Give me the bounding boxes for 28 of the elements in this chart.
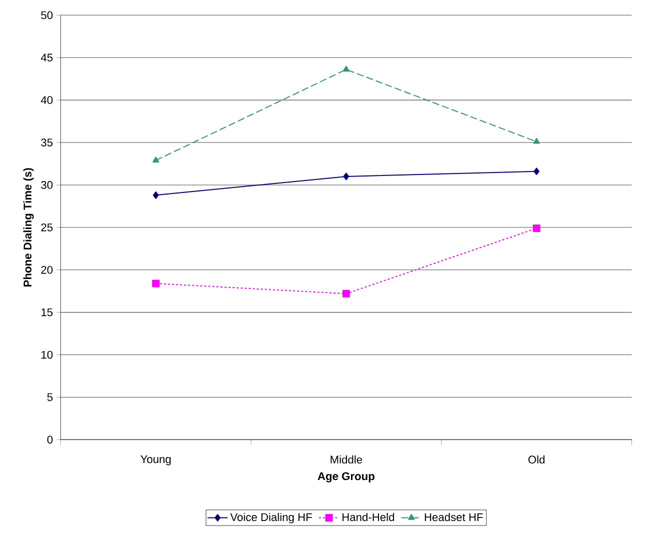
point [152,192,159,200]
legend-label: Hand-Held [342,513,394,522]
point [342,290,350,298]
legend-label: Headset HF [424,513,483,522]
y-tick-label: 0 [47,436,53,444]
point [152,280,160,288]
point [534,168,540,176]
y-tick-label: 30 [41,181,53,190]
y-tick-label: 40 [40,96,53,104]
y-tick-label: 15 [42,308,53,316]
x-axis-title: Age Group [318,472,374,483]
y-tick-label: 50 [41,11,53,20]
point [532,224,540,232]
x-tick-label: Middle [330,456,362,464]
point [342,66,350,72]
y-tick-label: 20 [41,266,53,274]
legend-label: Voice Dialing HF [230,513,312,524]
y-tick-label: 10 [42,351,53,359]
y-tick-label: 5 [47,394,53,402]
point [533,138,540,144]
y-tick-label: 25 [41,224,53,232]
x-tick-label: Young [140,456,171,466]
x-tick-label: Old [528,456,544,464]
y-tick-label: 45 [40,54,53,62]
point [343,172,350,180]
point [152,156,160,163]
y-axis-title: Phone Dialing Time (s) [23,168,34,287]
y-tick-label: 35 [41,138,53,147]
